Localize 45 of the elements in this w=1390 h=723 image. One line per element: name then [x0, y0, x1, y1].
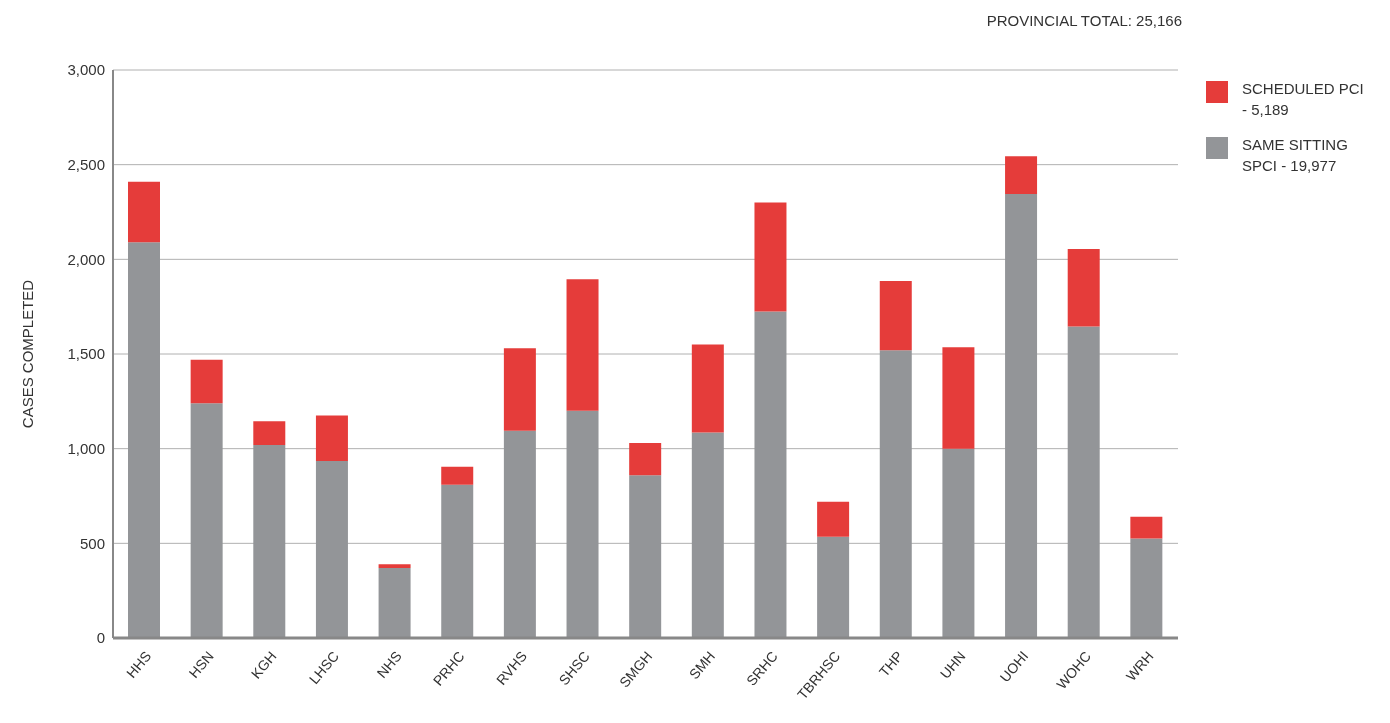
bar	[503, 348, 536, 431]
bar	[190, 403, 223, 638]
bar	[1130, 538, 1163, 638]
bar	[1067, 326, 1100, 638]
bar	[942, 448, 975, 638]
bar	[629, 442, 662, 476]
bar	[253, 444, 286, 638]
bar	[1005, 194, 1038, 638]
y-axis-title: CASES COMPLETED	[19, 279, 37, 429]
bar	[1130, 516, 1163, 539]
y-tick-label: 1,500	[67, 345, 105, 363]
y-tick-label: 1,000	[67, 439, 105, 457]
bar	[190, 359, 223, 404]
y-tick-label: 3,000	[67, 61, 105, 79]
bar	[378, 564, 411, 568]
bar	[817, 536, 850, 638]
bar	[503, 430, 536, 638]
bar	[128, 181, 160, 243]
bar	[566, 279, 599, 411]
bar	[754, 202, 787, 312]
bar	[378, 567, 411, 638]
bar	[879, 350, 912, 638]
bar	[942, 347, 975, 449]
bar	[128, 242, 160, 638]
bar	[1005, 156, 1038, 195]
bar	[754, 311, 787, 638]
y-tick-label: 2,000	[67, 250, 105, 268]
bar	[879, 281, 912, 351]
bar	[315, 460, 348, 638]
y-tick-label: 0	[96, 629, 105, 647]
legend-label: SAME SITTING SPCI - 19,977	[1242, 135, 1349, 176]
legend-label: SCHEDULED PCI - 5,189	[1242, 79, 1365, 120]
y-tick-label: 500	[79, 534, 105, 552]
bar	[566, 410, 599, 638]
y-tick-label: 2,500	[67, 155, 105, 173]
bar	[253, 421, 286, 445]
bar	[629, 475, 662, 638]
text: PROVINCIAL TOTAL: 25,166	[986, 12, 1182, 29]
bar	[691, 432, 724, 638]
bar	[441, 466, 474, 485]
bar	[817, 501, 850, 537]
bar	[315, 415, 348, 461]
bar	[441, 484, 474, 638]
bar	[691, 344, 724, 433]
bar	[1067, 248, 1100, 327]
